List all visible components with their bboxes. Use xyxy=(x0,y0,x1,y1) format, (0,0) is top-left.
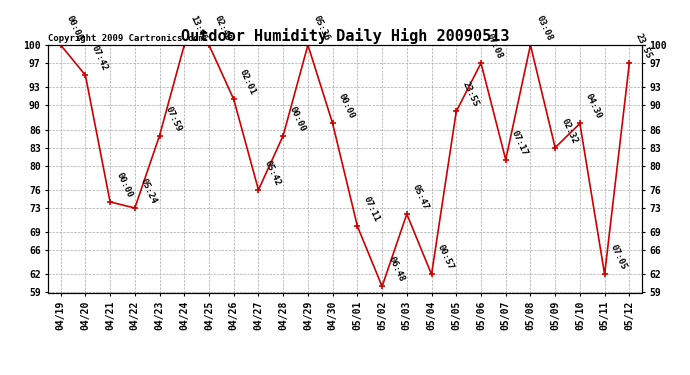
Text: 00:00: 00:00 xyxy=(115,171,134,199)
Text: 23:55: 23:55 xyxy=(633,32,653,60)
Text: 13:46: 13:46 xyxy=(188,14,208,42)
Title: Outdoor Humidity Daily High 20090513: Outdoor Humidity Daily High 20090513 xyxy=(181,28,509,44)
Text: 02:01: 02:01 xyxy=(238,68,257,96)
Text: 05:42: 05:42 xyxy=(263,159,282,187)
Text: 06:48: 06:48 xyxy=(386,255,406,284)
Text: 07:59: 07:59 xyxy=(164,105,184,133)
Text: 05:47: 05:47 xyxy=(411,183,431,211)
Text: 02:32: 02:32 xyxy=(560,117,579,145)
Text: 23:55: 23:55 xyxy=(460,81,480,109)
Text: 00:00: 00:00 xyxy=(337,93,356,121)
Text: 00:00: 00:00 xyxy=(65,14,84,42)
Text: Copyright 2009 Cartronics.com: Copyright 2009 Cartronics.com xyxy=(48,33,204,42)
Text: 03:08: 03:08 xyxy=(535,14,554,42)
Text: 07:08: 07:08 xyxy=(485,32,504,60)
Text: 05:36: 05:36 xyxy=(312,14,332,42)
Text: 00:00: 00:00 xyxy=(287,105,307,133)
Text: 07:42: 07:42 xyxy=(90,44,109,72)
Text: 07:11: 07:11 xyxy=(362,195,381,223)
Text: 07:17: 07:17 xyxy=(510,129,529,157)
Text: 05:24: 05:24 xyxy=(139,177,159,205)
Text: 04:30: 04:30 xyxy=(584,93,604,121)
Text: 07:05: 07:05 xyxy=(609,243,629,272)
Text: 02:48: 02:48 xyxy=(213,14,233,42)
Text: 00:57: 00:57 xyxy=(435,243,455,272)
